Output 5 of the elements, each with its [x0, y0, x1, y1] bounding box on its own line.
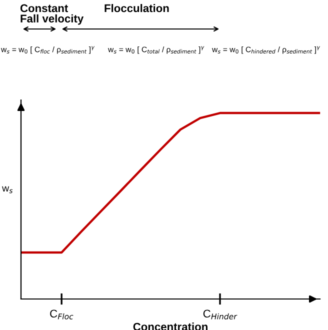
text: Flocculation: [104, 4, 169, 12]
x-tick-label: C$_{Floc}$: [50, 310, 74, 320]
text: Constant Fall velocity: [20, 4, 84, 25]
x-tick-label: C$_{Hinder}$: [203, 310, 238, 320]
y-axis-title: w$_{s}$: [2, 186, 13, 194]
